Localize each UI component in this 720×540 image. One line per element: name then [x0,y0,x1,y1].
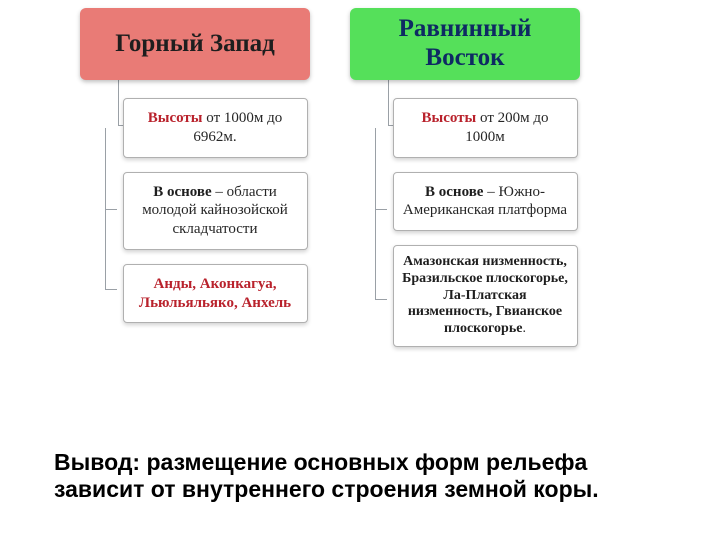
item-east-0: Высоты от 200м до 1000м [393,98,578,158]
items-west: Высоты от 1000м до 6962м. В основе – обл… [123,98,308,323]
connector-west-2 [105,210,117,290]
item-east-1-bold: В основе [425,184,483,200]
item-east-0-rest: от 200м до 1000м [465,110,548,145]
item-east-2-rest: . [522,321,526,336]
header-east: Равнинный Восток [350,8,580,80]
column-west: Горный Запад Высоты от 1000м до 6962м. В… [80,8,310,347]
header-west: Горный Запад [80,8,310,80]
item-east-1: В основе – Южно-Американская платформа [393,172,578,232]
item-east-0-bold: Высоты [422,110,477,126]
item-west-1-bold: В основе [153,184,211,200]
item-west-0-bold: Высоты [148,110,203,126]
column-east: Равнинный Восток Высоты от 200м до 1000м… [350,8,580,347]
item-east-2: Амазонская низменность, Бразильское плос… [393,245,578,347]
item-west-1: В основе – области молодой кайнозойской … [123,172,308,250]
item-west-0-rest: от 1000м до 6962м. [193,110,282,145]
item-west-2-bold: Анды, Аконкагуа, Льюльяльяко, Анхель [139,276,291,311]
conclusion-text: Вывод: размещение основных форм рельефа … [54,449,680,504]
connector-west-1 [105,128,117,210]
connector-east-2 [375,210,387,300]
items-east: Высоты от 200м до 1000м В основе – Южно-… [393,98,578,347]
item-east-2-bold: Амазонская низменность, Бразильское плос… [402,254,568,336]
connector-east-1 [375,128,387,210]
diagram-columns: Горный Запад Высоты от 1000м до 6962м. В… [0,0,720,347]
item-west-2: Анды, Аконкагуа, Льюльяльяко, Анхель [123,264,308,324]
item-west-0: Высоты от 1000м до 6962м. [123,98,308,158]
